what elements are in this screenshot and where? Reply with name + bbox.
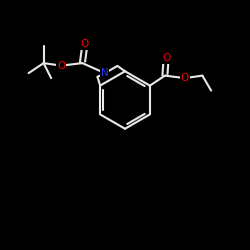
Text: N: N xyxy=(101,68,109,78)
Text: O: O xyxy=(57,60,65,70)
Text: O: O xyxy=(181,73,189,83)
Text: O: O xyxy=(162,53,170,63)
Text: O: O xyxy=(81,39,89,50)
